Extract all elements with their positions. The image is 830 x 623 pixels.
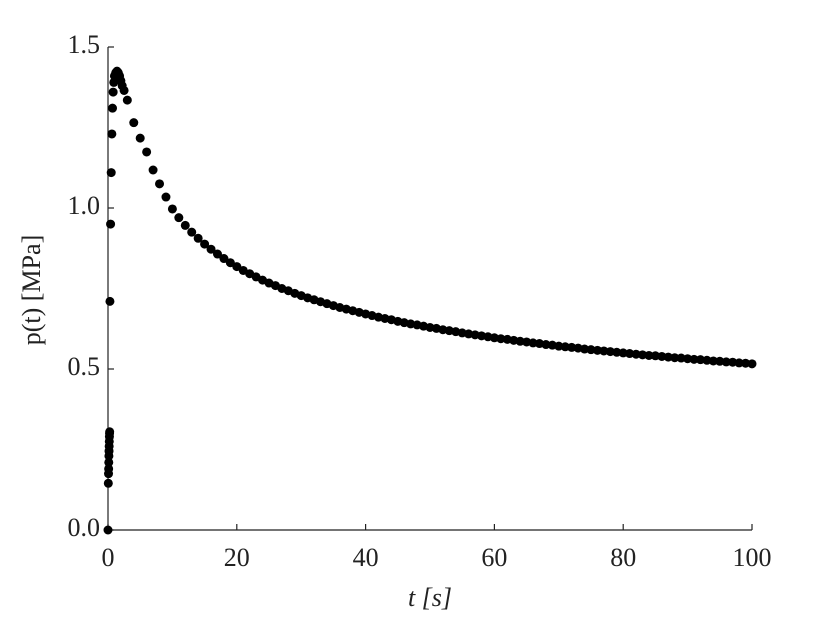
point <box>129 118 139 128</box>
point <box>219 254 229 264</box>
point <box>747 359 757 369</box>
point <box>103 478 113 488</box>
x-tick-label: 0 <box>102 543 115 572</box>
point <box>142 147 152 157</box>
point <box>135 133 145 143</box>
point <box>721 357 731 367</box>
x-tick-label: 20 <box>224 543 250 572</box>
point <box>155 179 165 189</box>
y-axis-label: p(t) [MPa] <box>17 235 46 345</box>
point <box>180 220 190 230</box>
point <box>108 103 118 113</box>
point <box>174 213 184 223</box>
x-tick-label: 60 <box>481 543 507 572</box>
point <box>108 87 118 97</box>
point <box>187 227 197 237</box>
y-tick-label: 1.0 <box>68 191 101 220</box>
point <box>106 168 116 178</box>
point <box>644 350 654 360</box>
point <box>107 129 117 139</box>
point <box>200 239 210 249</box>
point <box>161 192 171 202</box>
x-tick-label: 80 <box>610 543 636 572</box>
point <box>119 85 129 95</box>
point <box>103 525 113 535</box>
point <box>670 353 680 363</box>
point <box>206 244 216 254</box>
point <box>104 464 114 474</box>
point <box>212 249 222 259</box>
point <box>122 95 132 105</box>
point <box>708 356 718 366</box>
y-tick-label: 0.0 <box>68 513 101 542</box>
point <box>148 165 158 175</box>
x-tick-label: 100 <box>733 543 772 572</box>
x-axis-label: t [s] <box>408 583 452 612</box>
point <box>193 233 203 243</box>
x-tick-label: 40 <box>353 543 379 572</box>
point <box>104 457 114 467</box>
y-tick-label: 1.5 <box>68 30 101 59</box>
point <box>105 427 115 437</box>
y-tick-label: 0.5 <box>68 352 101 381</box>
point <box>106 219 116 229</box>
point <box>734 358 744 368</box>
point <box>105 296 115 306</box>
point <box>167 204 177 214</box>
point <box>689 354 699 364</box>
